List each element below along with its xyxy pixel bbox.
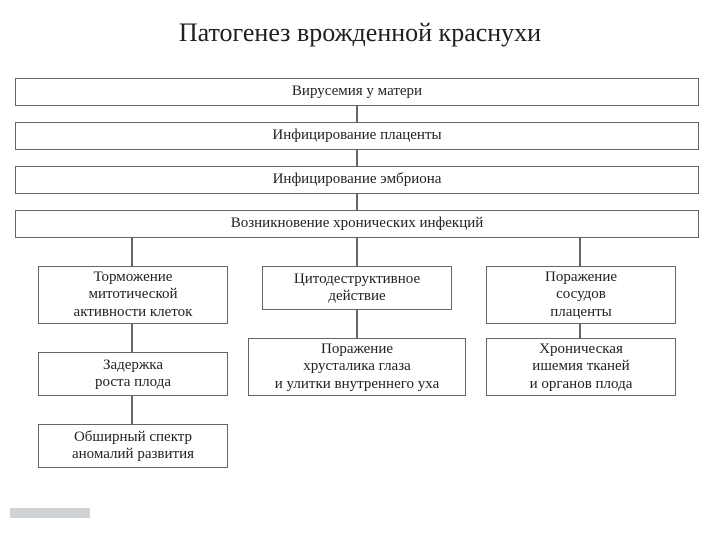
connector [356, 238, 358, 266]
connector [131, 396, 133, 424]
connector [356, 150, 358, 166]
connector [579, 238, 581, 266]
node-cytodestructive: Цитодеструктивное действие [262, 266, 452, 310]
node-viremia: Вирусемия у матери [15, 78, 699, 106]
node-growth-delay: Задержка роста плода [38, 352, 228, 396]
node-chronic-ischemia: Хроническая ишемия тканей и органов плод… [486, 338, 676, 396]
node-lens-cochlea: Поражение хрусталика глаза и улитки внут… [248, 338, 466, 396]
diagram-canvas: Патогенез врожденной краснухи Вирусемия … [0, 0, 720, 540]
connector [131, 238, 133, 266]
footer-bar [10, 508, 90, 518]
connector [356, 310, 358, 338]
connector [356, 194, 358, 210]
connector [131, 324, 133, 352]
connector [579, 324, 581, 338]
node-chronic-infect: Возникновение хронических инфекций [15, 210, 699, 238]
connector [356, 106, 358, 122]
node-anomaly-spectrum: Обширный спектр аномалий развития [38, 424, 228, 468]
node-vessel-damage: Поражение сосудов плаценты [486, 266, 676, 324]
diagram-title: Патогенез врожденной краснухи [0, 18, 720, 48]
node-placenta-infect: Инфицирование плаценты [15, 122, 699, 150]
node-embryo-infect: Инфицирование эмбриона [15, 166, 699, 194]
node-mitotic-inhibit: Торможение митотической активности клето… [38, 266, 228, 324]
